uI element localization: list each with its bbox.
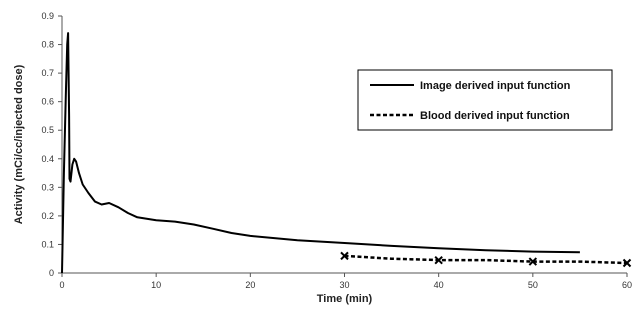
y-tick-label: 0.2 [41, 211, 54, 221]
x-tick-label: 50 [528, 280, 538, 290]
blood-sample-marker [340, 251, 349, 261]
y-tick-label: 0.5 [41, 125, 54, 135]
x-tick-label: 30 [339, 280, 349, 290]
y-tick-label: 0.3 [41, 182, 54, 192]
y-tick-label: 0.8 [41, 40, 54, 50]
marker-stroke [340, 251, 349, 261]
y-tick-label: 0.1 [41, 239, 54, 249]
marker-stroke [528, 257, 538, 266]
blood-sample-marker [434, 255, 443, 265]
y-tick-label: 0 [49, 268, 54, 278]
x-tick-label: 20 [245, 280, 255, 290]
legend-label-image: Image derived input function [420, 80, 571, 92]
blood-input-function-line [344, 254, 628, 265]
legend-box [357, 69, 613, 131]
y-tick-label: 0.9 [41, 11, 54, 21]
legend-label-blood: Blood derived input function [420, 110, 570, 122]
image-input-function-line [61, 32, 580, 274]
blood-sample-marker [528, 257, 538, 266]
x-tick-label: 0 [59, 280, 64, 290]
marker-stroke [434, 255, 443, 265]
x-axis-title: Time (min) [317, 293, 373, 305]
x-tick-label: 60 [622, 280, 632, 290]
blood-sample-marker [622, 258, 632, 268]
x-tick-label: 40 [434, 280, 444, 290]
y-tick-label: 0.7 [41, 68, 54, 78]
x-tick-label: 10 [151, 280, 161, 290]
y-axis-title: Activity (mCi/cc/injected dose) [13, 64, 25, 224]
y-tick-label: 0.6 [41, 97, 54, 107]
y-tick-label: 0.4 [41, 154, 54, 164]
marker-stroke [622, 258, 632, 268]
